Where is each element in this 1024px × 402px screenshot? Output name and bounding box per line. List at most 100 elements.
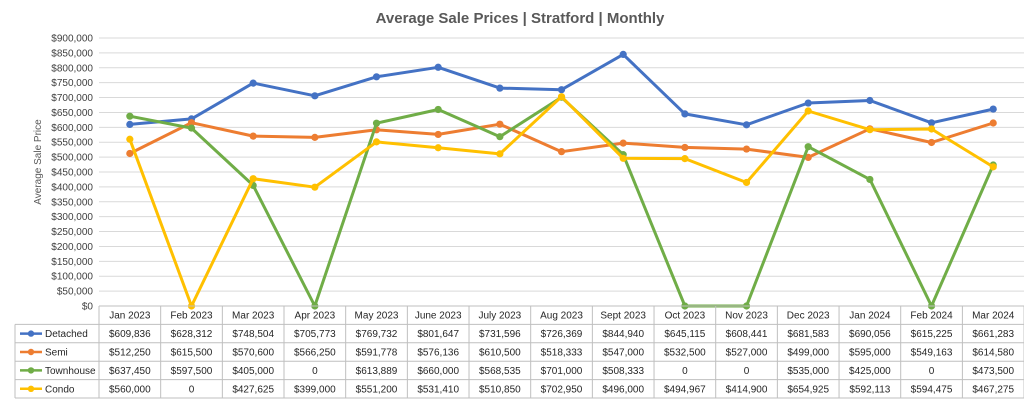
data-label-townhouse: 0 [682,366,688,377]
data-label-townhouse: $701,000 [541,366,583,377]
data-label-semi: $518,333 [541,348,583,359]
data-label-condo: $551,200 [356,384,398,395]
data-point-condo [126,135,134,143]
data-point-detached [249,79,257,87]
data-point-condo [496,150,504,158]
y-tick-label: $0 [82,302,94,313]
data-point-townhouse [126,112,134,120]
data-label-detached: $609,836 [109,329,151,340]
legend-marker-townhouse [27,367,35,374]
legend-entry-detached: Detached [45,329,88,340]
data-point-semi [927,138,936,147]
data-label-condo: $494,967 [664,384,706,395]
data-point-condo [557,93,566,101]
data-point-townhouse [187,124,196,132]
x-tick-label: Feb 2024 [910,311,953,322]
data-point-detached [311,92,319,100]
data-table: Jan 2023 Feb 2023 Mar 2023 Apr 2023 May 2023… [14,305,1024,399]
legend-entry-semi: Semi [45,348,68,359]
x-tick-label: Jan 2024 [849,311,891,322]
data-point-detached [681,110,689,118]
data-label-townhouse: $660,000 [417,366,459,377]
y-tick-label: $750,000 [51,78,93,89]
data-label-semi: $527,000 [726,348,768,359]
data-label-detached: $731,596 [479,329,521,340]
data-point-detached [866,96,874,105]
legend-marker-detached [27,330,35,337]
data-point-detached [557,86,566,94]
data-label-semi: $547,000 [602,348,644,359]
y-tick-label: $500,000 [51,153,93,164]
y-tick-label: $450,000 [51,168,93,179]
legend-entry-townhouse: Townhouse [45,366,96,377]
data-point-townhouse [372,119,381,127]
data-point-condo [619,154,627,162]
data-label-townhouse: $473,500 [972,366,1014,377]
data-label-condo: 0 [189,384,195,395]
data-point-semi [681,143,689,152]
data-point-condo [249,175,257,183]
data-label-detached: $645,115 [664,329,705,340]
y-tick-label: $50,000 [57,287,94,298]
y-tick-label: $300,000 [51,212,93,223]
data-label-semi: $499,000 [787,348,829,359]
data-label-condo: $560,000 [109,384,151,395]
data-point-townhouse [434,105,442,114]
x-tick-label: Jan 2023 [109,311,151,322]
data-point-detached [619,50,627,58]
data-label-detached: $608,441 [726,329,768,340]
x-tick-label: Aug 2023 [540,311,583,322]
y-tick-label: $800,000 [51,63,93,74]
data-label-townhouse: 0 [312,366,318,377]
y-tick-label: $650,000 [51,108,93,119]
data-point-townhouse [866,175,874,184]
x-tick-label: Nov 2023 [725,311,768,322]
data-point-semi [496,120,504,128]
data-label-townhouse: $425,000 [849,366,891,377]
y-tick-label: $550,000 [51,138,93,149]
data-label-detached: $844,940 [602,329,644,340]
legend-marker-semi [27,348,35,356]
data-label-detached: $748,504 [232,329,274,340]
data-point-detached [126,120,134,129]
y-tick-label: $250,000 [51,227,93,238]
y-tick-label: $850,000 [51,48,93,59]
data-label-condo: $594,475 [911,384,953,395]
data-label-townhouse: 0 [929,366,935,377]
data-point-semi [557,148,566,156]
y-tick-label: $400,000 [51,182,93,193]
y-tick-label: $600,000 [51,123,93,134]
data-point-detached [742,121,751,129]
data-point-condo [372,138,381,146]
data-point-detached [434,63,442,71]
data-point-condo [989,163,997,171]
y-tick-label: $100,000 [51,272,93,283]
data-label-semi: $615,500 [171,348,213,359]
x-tick-label: June 2023 [415,311,462,322]
data-point-condo [804,107,812,115]
data-label-condo: $467,275 [972,384,1014,395]
data-label-detached: $769,732 [356,329,398,340]
x-tick-label: Dec 2023 [787,311,830,322]
x-tick-label: Mar 2023 [232,311,275,322]
data-point-detached [989,105,997,113]
data-label-condo: $427,625 [232,384,274,395]
data-label-condo: $496,000 [602,384,644,395]
data-point-semi [249,132,257,140]
legend-marker-condo [27,385,35,392]
y-tick-label: $700,000 [51,93,93,104]
data-point-semi [187,119,196,127]
y-axis-ticks: $0 $50,000 $100,000 $150,000 $200,000 $250,00… [51,34,93,313]
data-label-condo: $654,925 [787,384,829,395]
data-label-semi: $566,250 [294,348,336,359]
x-tick-label: Apr 2023 [295,311,336,322]
data-label-townhouse: $568,535 [479,366,521,377]
data-label-detached: $690,056 [849,329,891,340]
data-point-semi [434,130,442,139]
data-point-condo [866,126,874,134]
data-point-semi [804,153,812,162]
data-label-semi: $591,778 [356,348,398,359]
data-point-detached [372,73,381,81]
data-label-detached: $801,647 [417,329,459,340]
data-label-townhouse: $597,500 [171,366,213,377]
